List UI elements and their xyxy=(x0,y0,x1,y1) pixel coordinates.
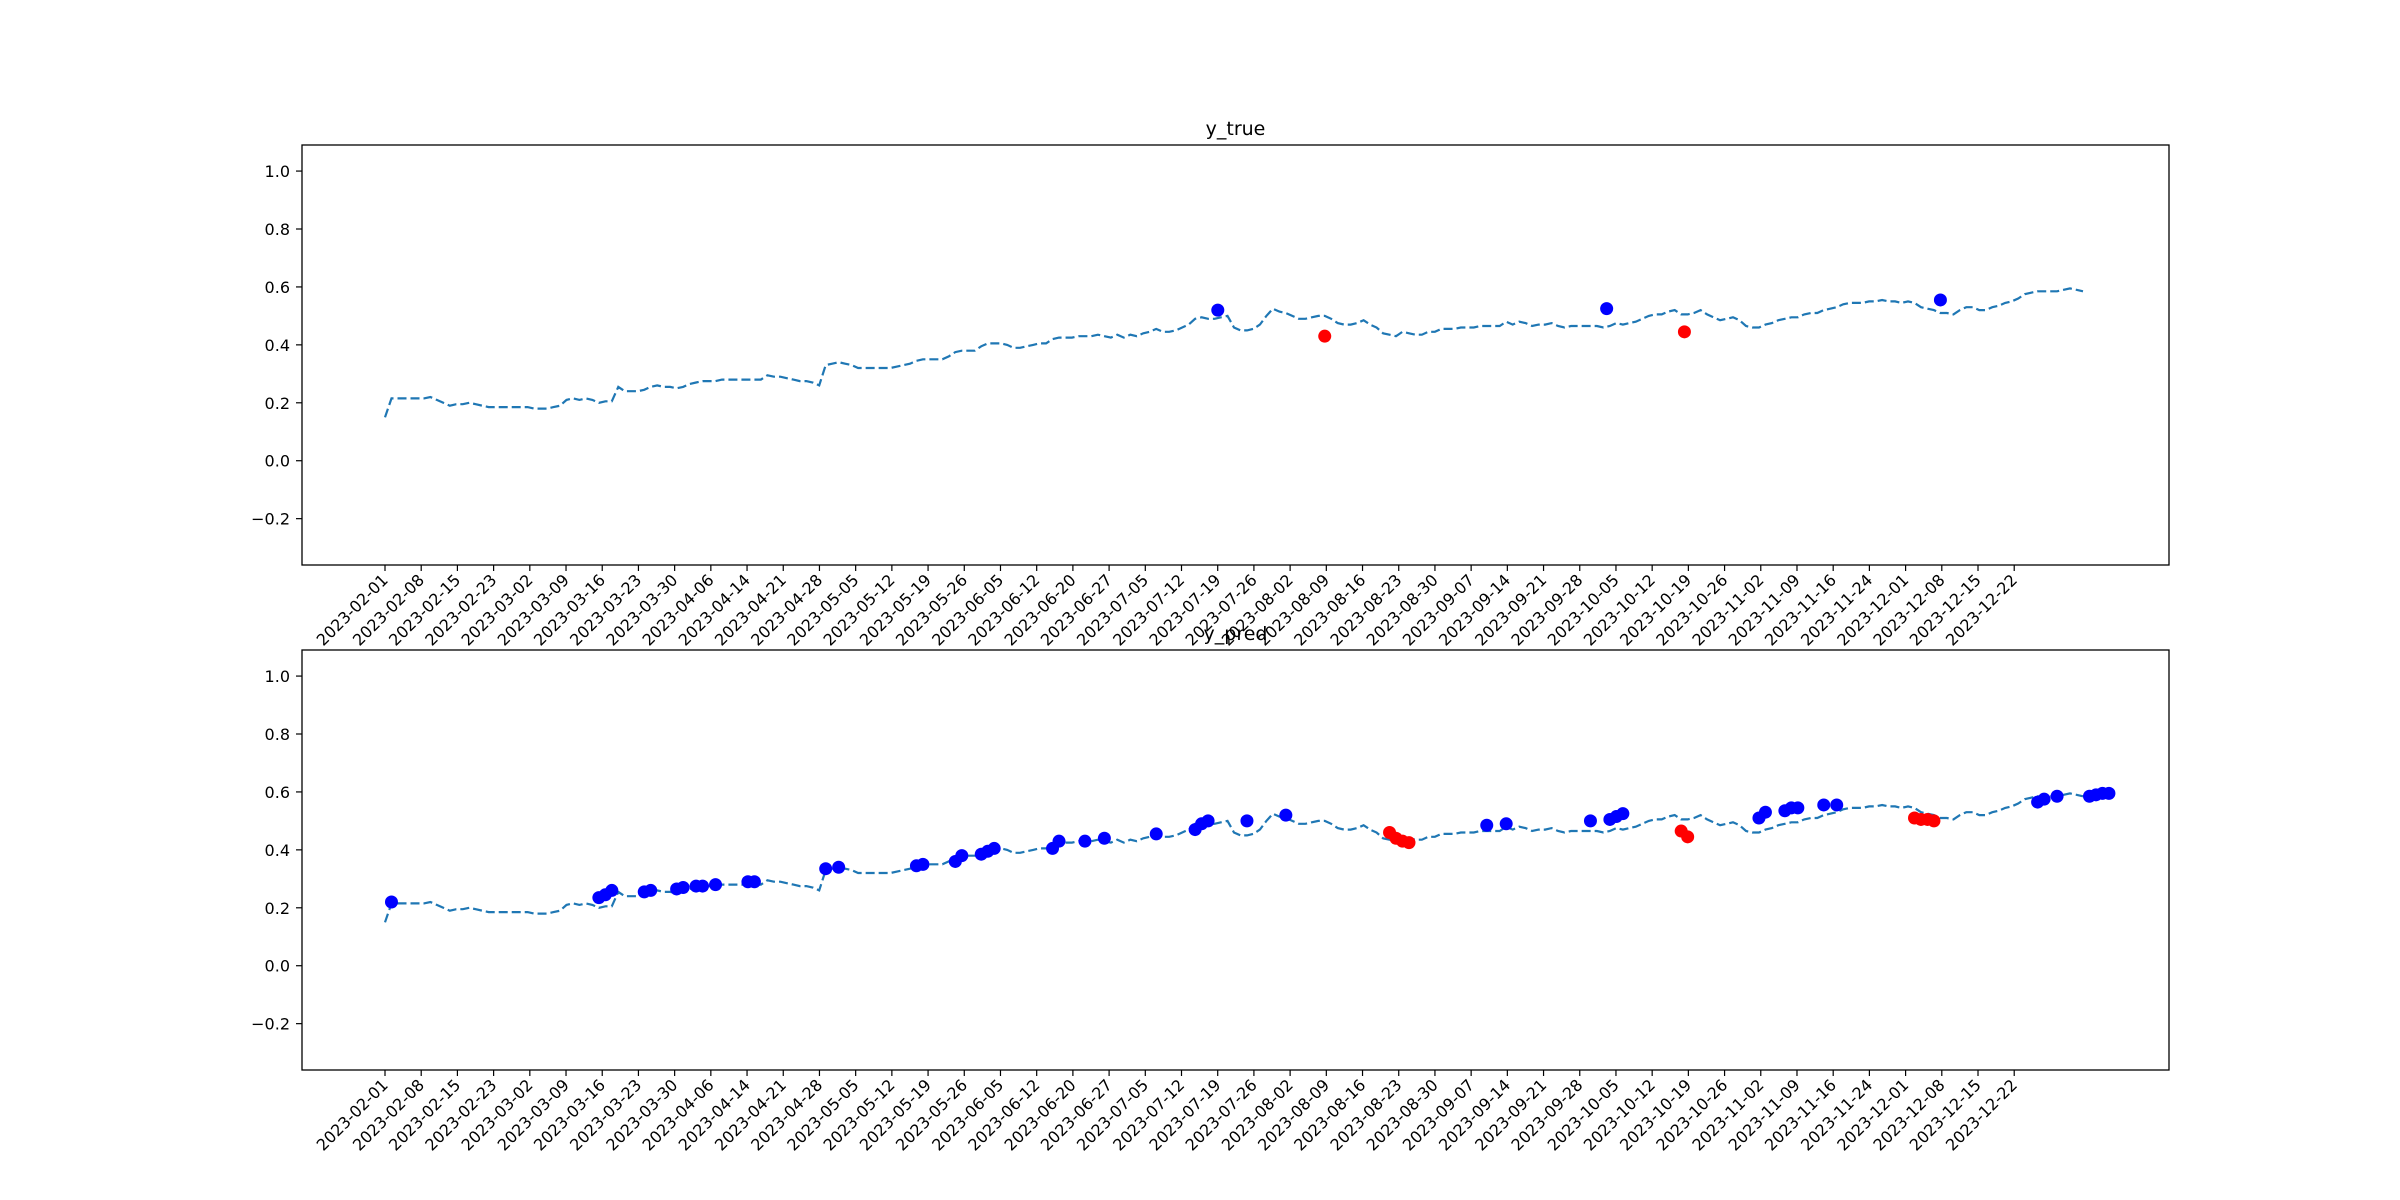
blue-point xyxy=(605,883,619,897)
y-tick-label: 0.2 xyxy=(265,899,290,918)
series-line xyxy=(383,287,2084,418)
blue-point xyxy=(987,841,1001,855)
blue-point xyxy=(709,878,723,892)
blue-point xyxy=(644,883,658,897)
blue-point xyxy=(1758,805,1772,819)
blue-point xyxy=(1791,801,1805,815)
red-point xyxy=(1402,836,1416,850)
y-tick-label: 0.4 xyxy=(265,841,290,860)
blue-point xyxy=(1830,798,1844,812)
y-tick-label: 0.6 xyxy=(265,783,290,802)
y-tick-label: 0.8 xyxy=(265,725,290,744)
blue-point xyxy=(747,875,761,889)
blue-point xyxy=(2037,792,2051,806)
y-tick-label: 0.0 xyxy=(265,452,290,471)
y-tick-label: −0.2 xyxy=(251,510,290,529)
plot-frame xyxy=(301,144,2170,566)
y-tick-label: 0.0 xyxy=(265,957,290,976)
blue-point xyxy=(1052,834,1066,848)
blue-point xyxy=(1240,814,1254,828)
blue-point xyxy=(819,862,833,876)
blue-point xyxy=(1078,834,1092,848)
blue-point xyxy=(676,881,690,895)
red-point xyxy=(1927,814,1941,828)
blue-point xyxy=(1097,831,1111,845)
y-tick-label: 0.4 xyxy=(265,336,290,355)
y-tick-label: 1.0 xyxy=(265,162,290,181)
chart-title: y_true xyxy=(1206,118,1266,140)
y-tick-label: −0.2 xyxy=(251,1015,290,1034)
blue-point xyxy=(955,849,969,863)
blue-point xyxy=(916,857,930,871)
blue-point xyxy=(1583,814,1597,828)
blue-point xyxy=(1499,817,1513,831)
red-point xyxy=(1318,329,1332,343)
y-tick-label: 0.2 xyxy=(265,394,290,413)
blue-point xyxy=(1480,818,1494,832)
subplot-y-pred: y_pred−0.20.00.20.40.60.81.02023-02-0120… xyxy=(251,623,2170,1155)
y-tick-label: 1.0 xyxy=(265,667,290,686)
blue-point xyxy=(832,860,846,874)
red-point xyxy=(1681,830,1695,844)
chart-title: y_pred xyxy=(1204,623,1268,645)
red-point xyxy=(1677,325,1691,339)
blue-point xyxy=(1933,293,1947,307)
blue-point xyxy=(1817,798,1831,812)
y-tick-label: 0.6 xyxy=(265,278,290,297)
blue-point xyxy=(1211,303,1225,317)
blue-point xyxy=(1279,808,1293,822)
blue-point xyxy=(2050,789,2064,803)
y-tick-label: 0.8 xyxy=(265,220,290,239)
blue-point xyxy=(1600,302,1614,316)
blue-point xyxy=(2102,786,2116,800)
blue-point xyxy=(1149,827,1163,841)
blue-point xyxy=(1201,814,1215,828)
plot-frame xyxy=(301,649,2170,1071)
blue-point xyxy=(1616,807,1630,821)
blue-point xyxy=(696,879,710,893)
series-line xyxy=(383,792,2084,923)
blue-point xyxy=(384,895,398,909)
